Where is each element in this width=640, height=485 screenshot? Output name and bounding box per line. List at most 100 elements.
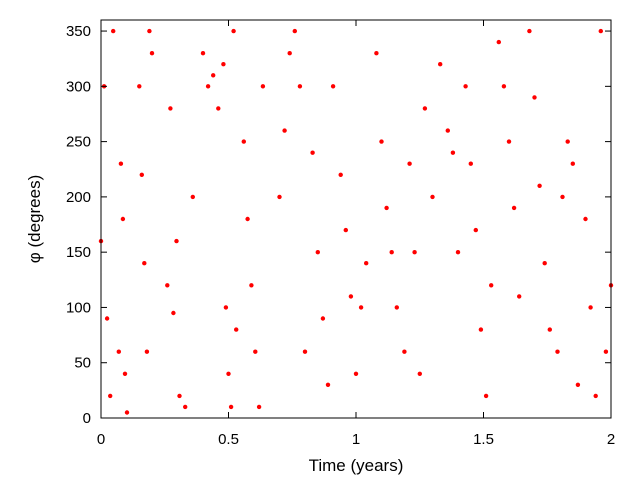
x-axis-label: Time (years) bbox=[309, 456, 404, 475]
data-point bbox=[506, 139, 512, 144]
data-point bbox=[174, 238, 179, 244]
data-point bbox=[412, 250, 417, 255]
y-tick-label: 100 bbox=[66, 299, 91, 316]
data-point bbox=[144, 349, 150, 354]
y-tick-label: 200 bbox=[66, 189, 91, 206]
data-point bbox=[353, 371, 359, 376]
data-point bbox=[234, 327, 239, 332]
data-point bbox=[379, 139, 384, 144]
data-point bbox=[532, 95, 537, 100]
data-point bbox=[277, 194, 282, 200]
data-point bbox=[226, 371, 231, 376]
data-point bbox=[120, 216, 126, 222]
data-point bbox=[496, 39, 501, 45]
y-axis-label: φ (degrees) bbox=[25, 175, 44, 264]
x-tick-label: 1 bbox=[352, 431, 360, 448]
data-point bbox=[325, 382, 331, 387]
data-point bbox=[384, 205, 389, 211]
data-point bbox=[478, 327, 484, 332]
data-point bbox=[598, 28, 603, 34]
data-point bbox=[374, 51, 379, 56]
data-point bbox=[501, 84, 507, 89]
data-point bbox=[348, 294, 354, 299]
data-point bbox=[124, 410, 130, 415]
y-tick-label: 50 bbox=[74, 355, 91, 372]
data-point bbox=[583, 216, 588, 222]
data-point bbox=[177, 393, 182, 399]
y-tick-label: 150 bbox=[66, 244, 91, 261]
data-point bbox=[450, 150, 456, 155]
data-point bbox=[137, 84, 142, 89]
data-point bbox=[364, 261, 369, 266]
y-tick-label: 250 bbox=[66, 134, 91, 151]
data-point bbox=[603, 349, 609, 354]
data-point bbox=[489, 283, 494, 288]
data-point bbox=[221, 61, 226, 67]
data-point bbox=[171, 310, 176, 316]
data-point bbox=[211, 73, 216, 78]
data-point bbox=[142, 261, 147, 266]
data-point bbox=[104, 316, 110, 321]
data-point bbox=[438, 61, 443, 67]
data-point bbox=[588, 305, 593, 310]
data-point bbox=[118, 161, 124, 166]
data-point bbox=[455, 250, 461, 255]
x-tick-label: 0.5 bbox=[218, 431, 239, 448]
data-point bbox=[297, 84, 303, 89]
data-point bbox=[389, 250, 394, 255]
data-point bbox=[422, 106, 428, 111]
data-point bbox=[165, 283, 170, 288]
data-point bbox=[282, 128, 287, 133]
data-point bbox=[483, 393, 489, 399]
data-point bbox=[430, 194, 435, 200]
data-point bbox=[473, 227, 478, 233]
data-point bbox=[468, 161, 473, 166]
data-point bbox=[575, 382, 581, 387]
data-point bbox=[122, 371, 128, 376]
data-point bbox=[139, 172, 144, 177]
data-point bbox=[537, 183, 542, 188]
y-tick-label: 350 bbox=[66, 23, 91, 40]
data-point bbox=[555, 349, 560, 354]
data-point bbox=[216, 106, 221, 111]
data-point bbox=[527, 28, 532, 34]
data-point bbox=[228, 404, 234, 410]
data-point bbox=[542, 261, 547, 266]
data-point bbox=[565, 139, 570, 144]
y-axis-ticks: 0 50 100 150 200 250 300 350 bbox=[66, 23, 611, 427]
data-point bbox=[407, 161, 412, 166]
data-point bbox=[183, 404, 188, 410]
data-point bbox=[111, 28, 116, 34]
data-point bbox=[445, 128, 450, 133]
data-point bbox=[570, 161, 575, 166]
data-point bbox=[108, 393, 113, 399]
data-points bbox=[98, 28, 614, 415]
data-point bbox=[402, 349, 407, 354]
data-point bbox=[205, 84, 211, 89]
data-point bbox=[287, 51, 292, 56]
x-tick-label: 2 bbox=[607, 431, 615, 448]
data-point bbox=[241, 139, 246, 144]
data-point bbox=[330, 84, 336, 89]
data-point bbox=[249, 283, 254, 288]
data-point bbox=[231, 28, 236, 34]
y-tick-label: 0 bbox=[83, 410, 91, 427]
data-point bbox=[517, 294, 522, 299]
data-point bbox=[560, 194, 565, 200]
data-point bbox=[116, 349, 122, 354]
data-point bbox=[417, 371, 422, 376]
data-point bbox=[200, 51, 206, 56]
data-point bbox=[343, 227, 348, 233]
data-point bbox=[310, 150, 315, 155]
data-point bbox=[149, 51, 155, 56]
data-point bbox=[394, 305, 399, 310]
y-tick-label: 300 bbox=[66, 78, 91, 95]
data-point bbox=[147, 28, 152, 34]
x-axis-ticks: 0 0.5 1 1.5 2 bbox=[97, 20, 615, 448]
data-point bbox=[593, 393, 598, 399]
data-point bbox=[253, 349, 258, 354]
data-point bbox=[302, 349, 308, 354]
